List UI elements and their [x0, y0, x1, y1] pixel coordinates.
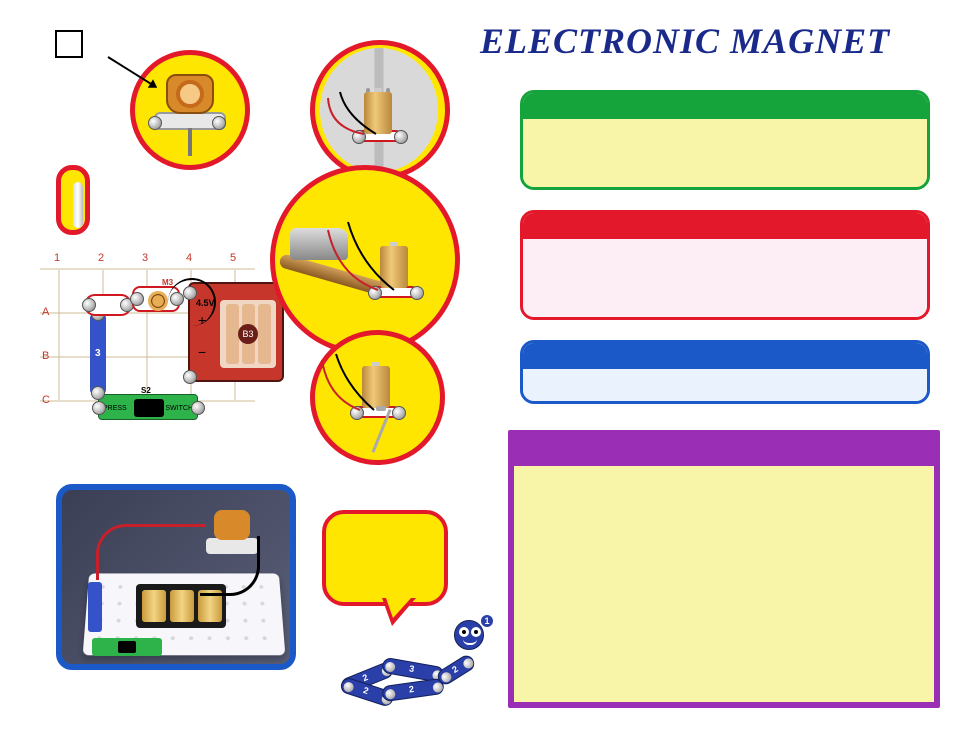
black-wire — [168, 278, 216, 326]
educational-box — [508, 430, 940, 708]
switch-component: S2 PRESS SWITCH — [98, 394, 198, 420]
grid-row-b: B — [42, 350, 49, 362]
em-wires-3 — [316, 346, 416, 426]
switch-switch-text: SWITCH — [165, 405, 193, 412]
blue-snap-wire: 3 — [90, 314, 106, 394]
page-title: ELECTRONIC MAGNET — [480, 20, 890, 62]
grid-row-a: A — [42, 306, 49, 318]
grid-col-4: 4 — [186, 252, 192, 264]
description-box — [520, 340, 930, 404]
blue-snap-label: 3 — [95, 348, 101, 359]
red-jumper — [84, 294, 132, 316]
grid-col-5: 5 — [230, 252, 236, 264]
em-wires-1 — [320, 86, 400, 146]
build-box — [520, 210, 930, 320]
electromagnet-label: M3 — [162, 278, 173, 287]
grid-col-2: 2 — [98, 252, 104, 264]
description-header — [523, 343, 927, 369]
iron-core-callout — [56, 165, 90, 235]
grid-col-3: 3 — [142, 252, 148, 264]
project-photo — [56, 484, 296, 670]
build-header — [523, 213, 927, 239]
grid-col-1: 1 — [54, 252, 60, 264]
battery-label: B3 — [238, 324, 258, 344]
build-body — [523, 239, 927, 317]
educational-header — [514, 436, 934, 466]
description-body — [523, 369, 927, 401]
grid-row-c: C — [42, 394, 50, 406]
objective-header — [523, 93, 927, 119]
switch-press-text: PRESS — [103, 405, 127, 412]
speech-bubble — [322, 510, 448, 606]
project-checkbox[interactable] — [55, 30, 83, 58]
snappy-character: 2 2 3 2 2 1 — [340, 626, 490, 712]
objective-box — [520, 90, 930, 190]
motor-illustration — [148, 74, 232, 130]
objective-body — [523, 119, 927, 187]
circuit-diagram: 1 2 3 4 5 A B C 4.5V + − B3 S2 PRESS SWI… — [40, 250, 255, 420]
iron-core-icon — [73, 182, 83, 228]
em-wires-2 — [320, 210, 440, 310]
switch-label: S2 — [141, 386, 151, 395]
